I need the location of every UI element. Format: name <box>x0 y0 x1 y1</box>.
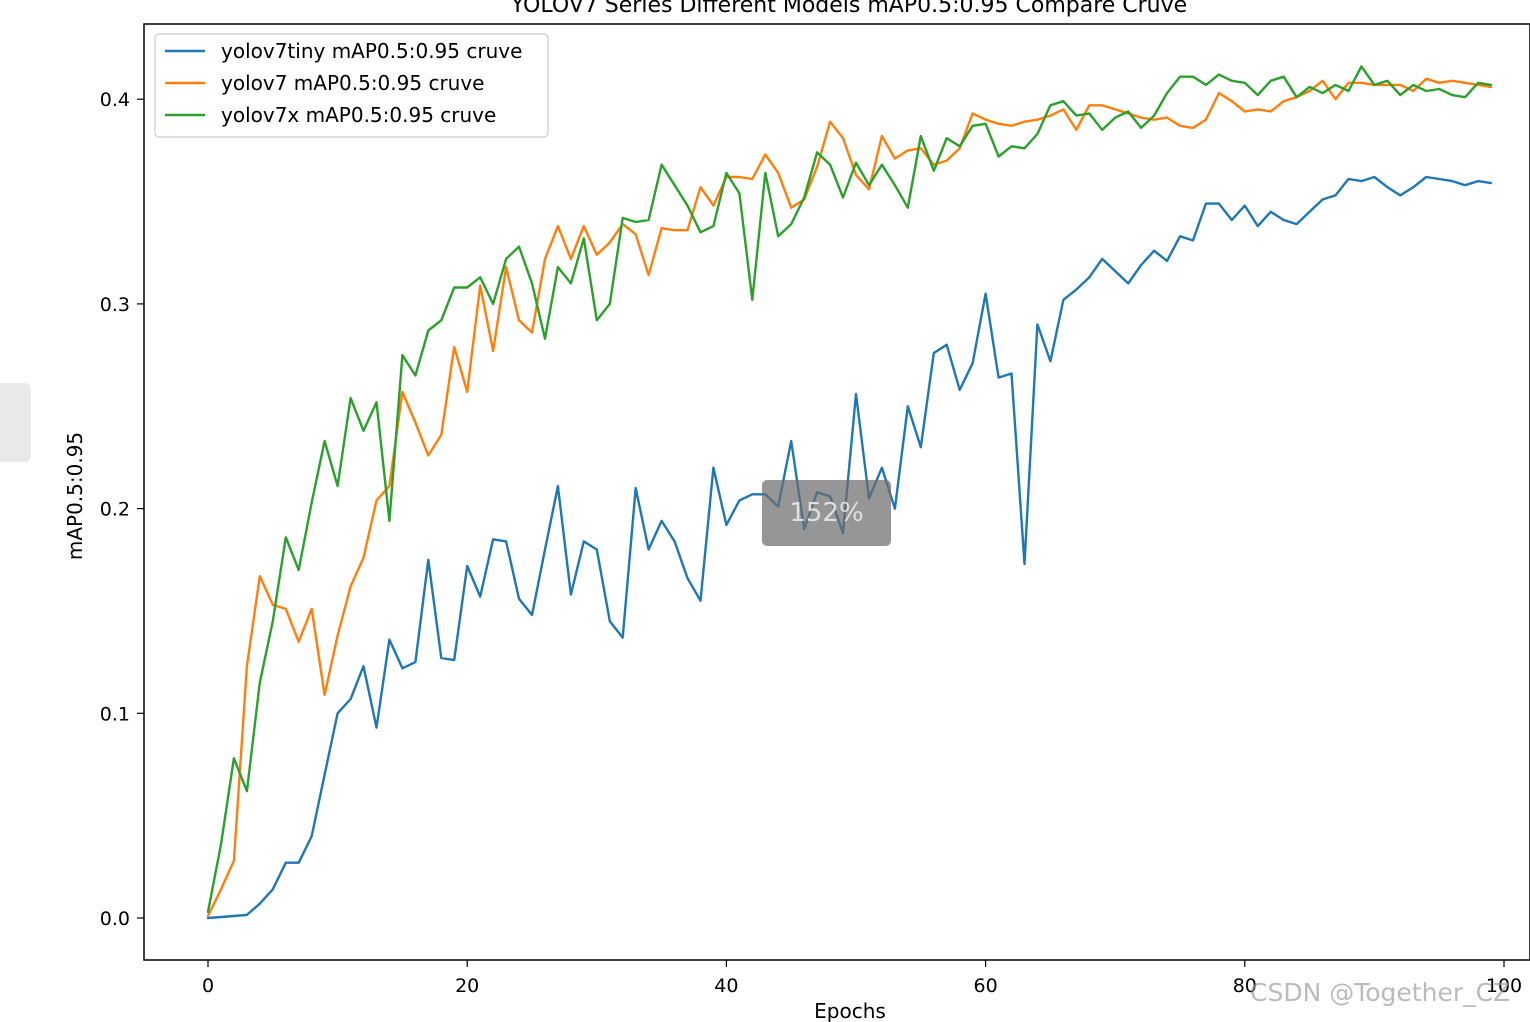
legend-entry: yolov7x mAP0.5:0.95 cruve <box>221 103 496 127</box>
x-tick-label: 60 <box>974 975 998 997</box>
y-tick-label: 0.0 <box>100 908 130 930</box>
x-axis: 0 20 40 60 80 100 <box>202 960 1522 997</box>
watermark: CSDN @Together_CZ <box>1250 978 1511 1007</box>
x-tick-label: 80 <box>1233 975 1257 997</box>
x-tick-label: 20 <box>455 975 479 997</box>
x-tick-label: 100 <box>1486 975 1522 997</box>
legend-box <box>154 33 549 138</box>
y-axis-label: mAP0.5:0.95 <box>63 432 87 560</box>
x-tick-label: 40 <box>714 975 738 997</box>
legend: yolov7tiny mAP0.5:0.95 cruve yolov7 mAP0.… <box>154 33 549 138</box>
x-tick-label: 0 <box>202 975 214 997</box>
series-lines <box>206 65 1493 920</box>
y-tick-label: 0.1 <box>100 703 130 725</box>
side-panel-toggle[interactable] <box>0 383 31 462</box>
zoom-level-indicator: 152% <box>762 480 891 546</box>
legend-entry: yolov7tiny mAP0.5:0.95 cruve <box>221 39 522 63</box>
legend-entry: yolov7 mAP0.5:0.95 cruve <box>221 71 484 95</box>
y-axis: 0.0 0.1 0.2 0.3 0.4 <box>100 89 144 930</box>
series-line <box>206 65 1493 914</box>
y-tick-label: 0.2 <box>100 499 130 521</box>
x-axis-label: Epochs <box>814 999 886 1022</box>
chart-title: YOLOV7 Series Different Models mAP0.5:0.… <box>510 0 1187 18</box>
y-tick-label: 0.3 <box>100 294 130 316</box>
series-line <box>206 175 1493 920</box>
series-line <box>206 77 1493 918</box>
y-tick-label: 0.4 <box>100 89 130 111</box>
